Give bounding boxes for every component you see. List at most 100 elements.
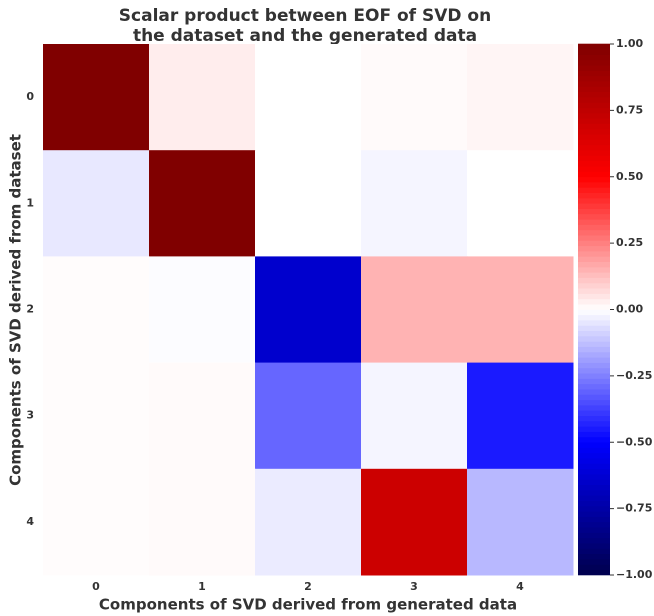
colorbar-segment (578, 86, 610, 93)
colorbar-segment (578, 64, 610, 71)
colorbar-segment (578, 181, 610, 188)
x-tick-label: 0 (92, 580, 100, 593)
colorbar-segment (578, 80, 610, 87)
heatmap-cell (43, 468, 150, 576)
colorbar-segment (578, 468, 610, 475)
y-tick-label: 2 (26, 303, 34, 316)
heatmap-cell (255, 150, 362, 257)
colorbar-segment (578, 197, 610, 204)
colorbar-segment (578, 436, 610, 443)
colorbar-segment (578, 473, 610, 480)
colorbar-segment (578, 346, 610, 353)
colorbar-segment (578, 70, 610, 77)
colorbar-segment (578, 548, 610, 555)
colorbar-segment (578, 282, 610, 289)
colorbar-segment (578, 218, 610, 225)
colorbar-segment (578, 160, 610, 167)
heatmap-cell (149, 468, 256, 576)
colorbar-segment (578, 505, 610, 512)
colorbar-segment (578, 261, 610, 268)
colorbar-segment (578, 272, 610, 278)
colorbar-segment (578, 319, 610, 326)
x-axis-label: Components of SVD derived from generated… (99, 596, 517, 614)
chart-title: the dataset and the generated data (133, 26, 477, 46)
colorbar-segment (578, 298, 610, 305)
colorbar-segment (578, 245, 610, 252)
colorbar-segment (578, 256, 610, 263)
heatmap-cell (361, 256, 468, 364)
heatmap-cell (361, 44, 468, 151)
heatmap-cell (149, 44, 256, 151)
heatmap-cell (149, 362, 256, 470)
heatmap-cell (467, 468, 574, 576)
colorbar-segment (578, 192, 610, 199)
colorbar-segment (578, 341, 610, 347)
heatmap-cell (43, 362, 150, 470)
colorbar-segment (578, 133, 610, 140)
heatmap-cell (467, 150, 574, 257)
colorbar-segment (578, 558, 610, 565)
colorbar-segment (578, 388, 610, 395)
colorbar-segment (578, 176, 610, 183)
colorbar-segment (578, 479, 610, 486)
colorbar-segment (578, 362, 610, 369)
colorbar-segment (578, 287, 610, 294)
colorbar-segment (578, 309, 610, 316)
colorbar-segment (578, 463, 610, 470)
heatmap-cell (149, 150, 256, 257)
colorbar-segment (578, 521, 610, 528)
colorbar-segment (578, 49, 610, 55)
colorbar-segment (578, 500, 610, 507)
colorbar-segment (578, 532, 610, 539)
colorbar-segment (578, 149, 610, 156)
colorbar-segment (578, 372, 610, 379)
x-tick-label: 4 (516, 580, 524, 593)
colorbar-segment (578, 569, 610, 576)
colorbar-segment (578, 203, 610, 209)
colorbar-segment (578, 293, 610, 300)
colorbar-segment (578, 234, 610, 241)
heatmap-cell (43, 150, 150, 257)
colorbar-segment (578, 441, 610, 448)
colorbar-segment (578, 526, 610, 533)
colorbar-segment (578, 510, 610, 517)
colorbar-segment (578, 399, 610, 406)
colorbar-segment (578, 415, 610, 422)
heatmap-cell (255, 44, 362, 151)
heatmap-cell (43, 256, 150, 364)
colorbar-segment (578, 553, 610, 560)
colorbar-segment (578, 303, 610, 310)
colorbar-segment (578, 447, 610, 454)
colorbar-segment (578, 394, 610, 401)
heatmap-cell (255, 468, 362, 576)
colorbar-segment (578, 277, 610, 284)
heatmap-cell (361, 468, 468, 576)
colorbar-segment (578, 410, 610, 416)
colorbar-segment (578, 564, 610, 570)
colorbar-segment (578, 537, 610, 544)
colorbar-segment (578, 224, 610, 231)
colorbar-segment (578, 383, 610, 390)
colorbar-segment (578, 516, 610, 523)
colorbar-tick-label: 0.75 (616, 103, 643, 116)
colorbar-segment (578, 495, 610, 501)
colorbar-segment (578, 240, 610, 247)
colorbar-segment (578, 43, 610, 50)
colorbar-segment (578, 155, 610, 162)
y-tick-label: 3 (26, 409, 34, 422)
colorbar-segment (578, 426, 610, 432)
colorbar-tick-label: 0.25 (616, 236, 643, 249)
y-tick-label: 1 (26, 196, 34, 209)
chart-title: Scalar product between EOF of SVD on (119, 6, 491, 26)
colorbar-segment (578, 171, 610, 178)
colorbar-segment (578, 489, 610, 496)
colorbar-tick-label: −0.75 (616, 502, 652, 515)
heatmap-cell (361, 150, 468, 257)
colorbar-tick-label: −0.50 (616, 435, 653, 448)
colorbar-segment (578, 165, 610, 172)
colorbar-segment (578, 123, 610, 130)
heatmap-cell (255, 256, 362, 364)
colorbar-segment (578, 96, 610, 103)
colorbar-segment (578, 59, 610, 66)
